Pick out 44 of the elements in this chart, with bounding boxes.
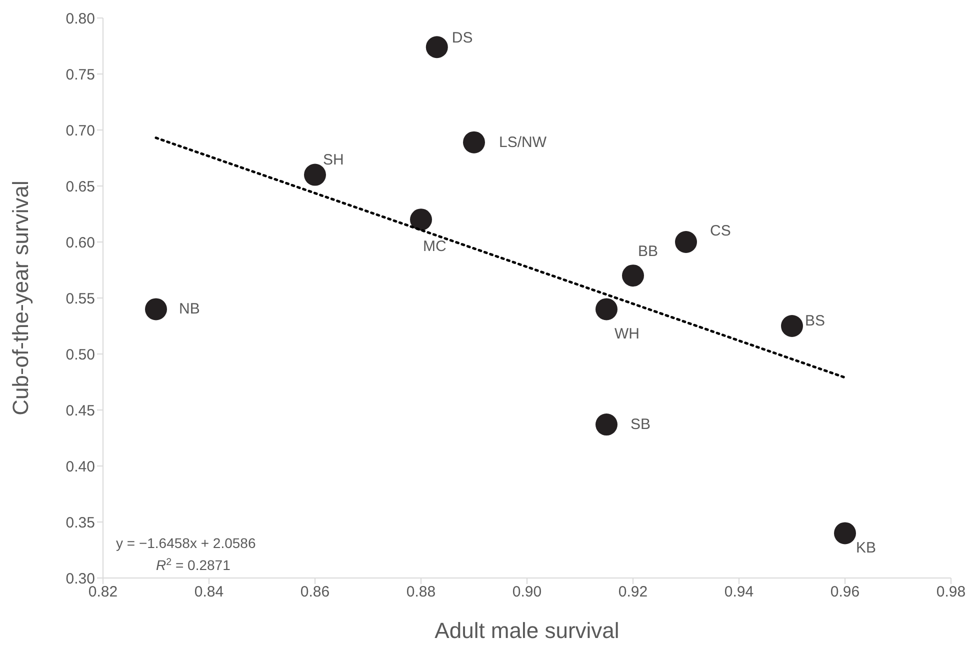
annotation: SB: [630, 416, 651, 434]
y-axis-title: Cub-of-the-year survival: [8, 180, 33, 416]
point: [463, 131, 485, 154]
x-tick-label: 0.98: [936, 584, 966, 601]
annotation: NB: [179, 300, 200, 318]
x-tick-label: 0.88: [406, 584, 436, 601]
x-tick-label: 0.96: [830, 584, 860, 601]
annotation: KB: [856, 540, 876, 557]
y-tick-label: 0.45: [66, 402, 95, 420]
y-tick-label: 0.50: [66, 346, 95, 364]
annotation: MC: [423, 238, 446, 256]
y-tick-label: 0.65: [66, 178, 95, 196]
point: [834, 522, 856, 544]
point: [622, 264, 644, 287]
y-tick-label: 0.35: [66, 514, 95, 532]
annotation: BB: [638, 243, 658, 260]
point: [410, 208, 432, 231]
y-tick-label: 0.75: [66, 66, 95, 84]
point: [426, 36, 448, 58]
x-axis-title: Adult male survival: [434, 618, 620, 643]
x-tick-label: 0.84: [194, 584, 224, 601]
annotation: DS: [452, 30, 473, 47]
x-tick-label: 0.92: [618, 584, 648, 601]
y-tick-label: 0.70: [66, 122, 95, 140]
annotation: CS: [710, 222, 731, 240]
y-tick-label: 0.60: [66, 234, 95, 252]
x-tick-label: 0.90: [512, 584, 542, 601]
point: [304, 164, 326, 186]
point: [145, 298, 167, 320]
annotation: LS/NW: [499, 134, 548, 151]
y-tick-label: 0.80: [66, 10, 95, 28]
annotation: R$^{2}$ = 0.2871: [156, 556, 231, 573]
x-tick-label: 0.94: [724, 584, 754, 601]
annotation: WH: [614, 326, 640, 343]
point: [596, 298, 618, 320]
x-tick-label: 0.86: [300, 584, 330, 601]
point: [596, 414, 618, 436]
annotation: BS: [805, 312, 826, 330]
point: [675, 231, 697, 253]
y-tick-label: 0.55: [66, 290, 95, 308]
annotation: y = −1.6458x + 2.0586: [116, 535, 256, 551]
y-tick-label: 0.40: [66, 458, 95, 476]
point: [781, 315, 803, 337]
annotation: SH: [323, 151, 344, 168]
